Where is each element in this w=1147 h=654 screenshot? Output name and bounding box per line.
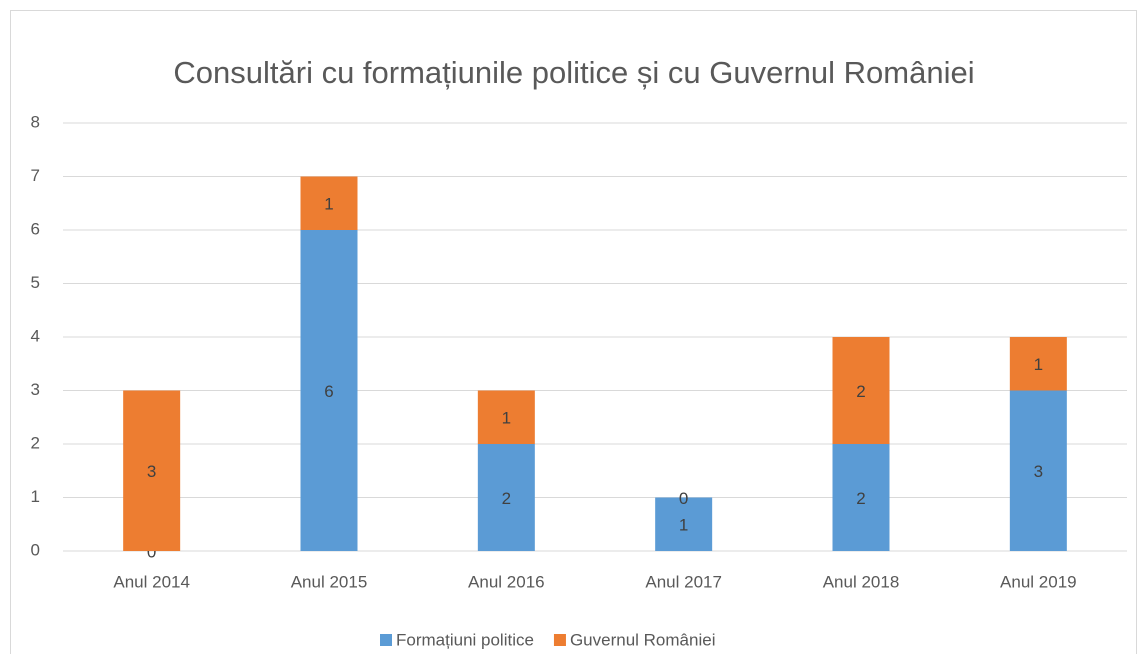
bar (832, 337, 890, 444)
x-tick-label: Anul 2015 (291, 572, 368, 591)
y-tick-label: 6 (31, 219, 40, 238)
x-tick-label: Anul 2014 (113, 572, 190, 591)
y-tick-label: 3 (31, 380, 40, 399)
data-label: 1 (1034, 355, 1043, 374)
bar (300, 176, 358, 230)
bar (1009, 390, 1067, 551)
bar (477, 390, 535, 444)
legend-label: Guvernul României (570, 630, 716, 649)
data-label: 1 (679, 516, 688, 535)
x-tick-label: Anul 2018 (823, 572, 900, 591)
data-label: 6 (324, 382, 333, 401)
data-label: 1 (324, 195, 333, 214)
legend-label: Formațiuni politice (396, 630, 534, 649)
data-label: 3 (147, 462, 156, 481)
bar (1009, 337, 1067, 391)
data-label: 1 (502, 409, 511, 428)
legend-swatch (553, 634, 566, 646)
bar (655, 497, 713, 551)
chart-frame (10, 10, 1137, 654)
data-label: 0 (679, 489, 688, 508)
data-label: 2 (502, 489, 511, 508)
chart-title: Consultări cu formațiunile politice și c… (173, 55, 974, 90)
bar (123, 390, 181, 551)
bar (300, 230, 358, 551)
data-label: 3 (1034, 462, 1043, 481)
y-tick-label: 7 (31, 166, 40, 185)
y-tick-label: 4 (31, 326, 40, 345)
y-tick-label: 8 (31, 112, 40, 131)
legend-swatch (380, 634, 392, 646)
y-tick-label: 5 (31, 273, 40, 292)
y-tick-label: 1 (31, 487, 40, 506)
bar (477, 444, 535, 551)
x-tick-label: Anul 2016 (468, 572, 545, 591)
x-tick-label: Anul 2019 (1000, 572, 1077, 591)
data-label: 0 (147, 542, 156, 561)
y-tick-label: 2 (31, 433, 40, 452)
data-label: 2 (856, 382, 865, 401)
x-tick-label: Anul 2017 (645, 572, 722, 591)
data-label: 2 (856, 489, 865, 508)
bar (832, 444, 890, 551)
y-tick-label: 0 (31, 540, 40, 559)
